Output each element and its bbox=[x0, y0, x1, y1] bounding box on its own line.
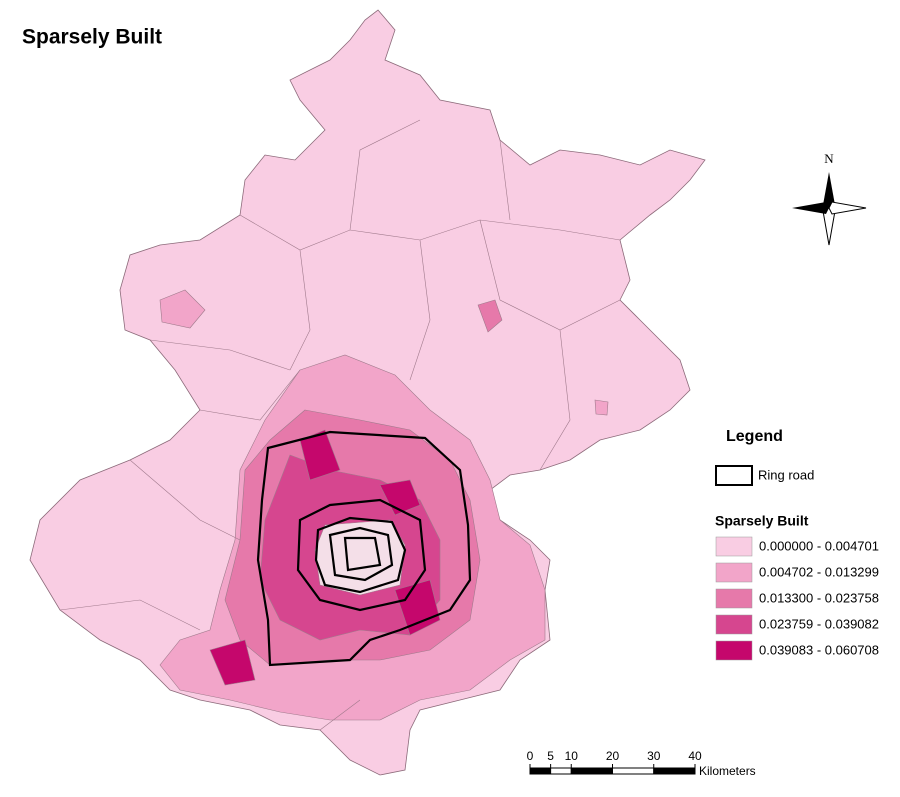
scale-segment bbox=[570, 767, 613, 775]
scale-segment bbox=[612, 767, 655, 775]
scale-label: 5 bbox=[547, 749, 554, 763]
scale-segment bbox=[653, 767, 696, 775]
field-title: Sparsely Built bbox=[715, 513, 809, 529]
north-arrow: N bbox=[792, 151, 867, 246]
ring-road bbox=[314, 516, 407, 594]
class-label: 0.000000 - 0.004701 bbox=[759, 538, 879, 553]
ring-road bbox=[256, 430, 472, 667]
scale-unit: Kilometers bbox=[699, 764, 756, 778]
ring-roads bbox=[256, 430, 472, 667]
region-map bbox=[29, 9, 706, 776]
class-label: 0.004702 - 0.013299 bbox=[759, 564, 879, 579]
arrow-e bbox=[828, 201, 867, 215]
ring-road bbox=[328, 526, 394, 582]
class-swatch bbox=[715, 562, 753, 583]
scale-label: 10 bbox=[565, 749, 579, 763]
scale-label: 30 bbox=[647, 749, 661, 763]
class-label: 0.023759 - 0.039082 bbox=[759, 616, 879, 631]
patch bbox=[477, 299, 503, 333]
arrow-w bbox=[792, 202, 829, 214]
ring-road bbox=[296, 498, 427, 612]
boundary bbox=[59, 119, 621, 731]
legend: Legend Ring road Sparsely Built 0.000000… bbox=[715, 428, 879, 661]
zone-5 bbox=[394, 579, 441, 636]
map-title: Sparsely Built bbox=[22, 26, 162, 49]
patch bbox=[594, 399, 609, 416]
arrow-n bbox=[823, 172, 835, 208]
class-swatch bbox=[715, 614, 753, 635]
scale-label: 40 bbox=[688, 749, 702, 763]
scale-segment bbox=[529, 767, 552, 775]
zone-5 bbox=[209, 639, 256, 686]
legend-title: Legend bbox=[726, 428, 783, 445]
scale-label: 20 bbox=[606, 749, 620, 763]
class-label: 0.039083 - 0.060708 bbox=[759, 642, 879, 657]
class-swatch bbox=[715, 640, 753, 661]
zone-5 bbox=[299, 429, 341, 481]
patch bbox=[159, 289, 206, 329]
north-label: N bbox=[824, 151, 834, 166]
class-swatch bbox=[715, 588, 753, 609]
ring-label: Ring road bbox=[758, 467, 814, 482]
ring-swatch bbox=[715, 465, 753, 486]
ring-road bbox=[343, 536, 382, 572]
class-swatch bbox=[715, 536, 753, 557]
scale-label: 0 bbox=[527, 749, 534, 763]
scale-segment bbox=[550, 767, 572, 775]
class-label: 0.013300 - 0.023758 bbox=[759, 590, 879, 605]
